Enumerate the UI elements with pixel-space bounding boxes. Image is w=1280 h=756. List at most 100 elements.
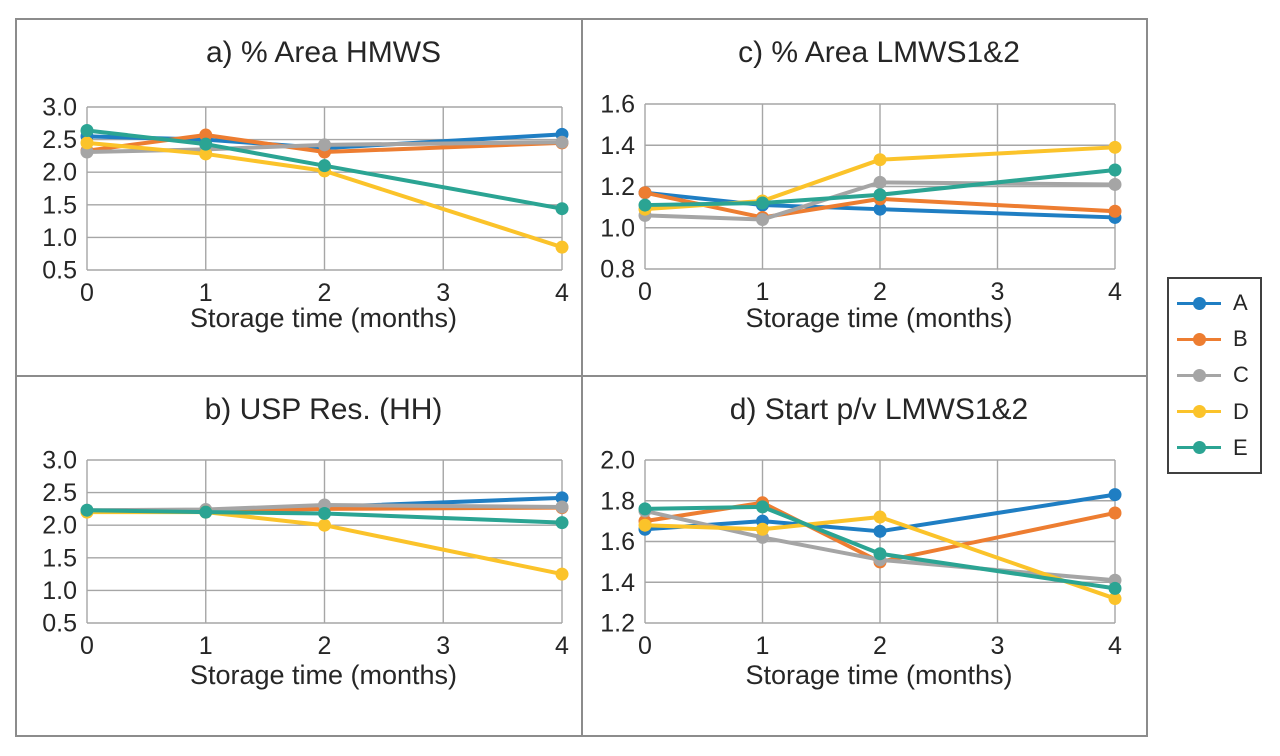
series-D-point <box>199 147 213 161</box>
series-D-point <box>638 518 652 532</box>
series-B-line <box>85 133 564 154</box>
legend-item-E: E <box>1177 435 1252 461</box>
panel-a-x-axis-title: Storage time (months) <box>189 303 458 333</box>
series-B-point <box>1108 204 1122 218</box>
series-E-point <box>199 137 213 151</box>
legend-item-D: D <box>1177 399 1252 425</box>
panel-d-x-axis-title: Storage time (months) <box>745 660 1013 690</box>
legend-label: A <box>1233 290 1248 316</box>
x-tick-label: 0 <box>638 278 652 306</box>
series-E-point <box>873 547 887 561</box>
series-D-point <box>318 518 331 532</box>
x-tick-label: 4 <box>1108 632 1122 660</box>
series-C-point <box>80 145 94 159</box>
series-E-point <box>638 198 652 212</box>
series-B-point <box>1108 506 1122 520</box>
legend-marker-icon <box>1177 332 1221 346</box>
series-A-point <box>1108 488 1122 502</box>
series-D-point <box>1108 140 1122 154</box>
y-tick-label: 1.0 <box>42 224 77 252</box>
gridlines <box>86 459 563 624</box>
x-tick-label: 1 <box>199 279 213 307</box>
series-E-markers <box>638 163 1122 212</box>
series-B-point <box>199 128 213 142</box>
series-D-point <box>873 510 887 524</box>
series-E-point <box>1108 163 1122 177</box>
legend-marker-icon <box>1177 296 1221 310</box>
panel-a-area-hmws: a) % Area HMWS 3.0 2.5 2.0 1.5 1.0 0.5 0 1 2 3 4 S… <box>17 20 583 377</box>
y-tick-label: 1.4 <box>600 132 635 160</box>
panel-d-chart: 2.0 1.8 1.6 1.4 1.20 1 2 3 4 <box>600 447 1122 661</box>
series-A-point <box>555 491 569 505</box>
y-tick-label: 2.5 <box>42 479 77 507</box>
y-tick-label: 1.0 <box>600 214 635 242</box>
series-E-point <box>555 202 569 216</box>
y-tick-label: 2.5 <box>42 126 77 154</box>
y-tick-label: 1.2 <box>600 610 635 638</box>
x-tick-label: 3 <box>436 632 450 660</box>
legend-marker-icon <box>1177 405 1221 419</box>
series-E-point <box>318 159 331 173</box>
series-D-point <box>555 567 569 581</box>
series-D-markers <box>638 510 1122 606</box>
gridlines <box>644 459 1116 624</box>
series-C-point <box>1108 177 1122 191</box>
panel-d-title: d) Start p/v LMWS1&2 <box>729 393 1029 426</box>
y-tick-label: 2.0 <box>42 512 77 540</box>
series-E-point <box>1108 581 1122 595</box>
series-E-markers <box>80 123 569 216</box>
x-tick-label: 2 <box>873 278 887 306</box>
series-A-point <box>873 524 887 538</box>
y-tick-label: 1.6 <box>600 528 635 556</box>
series-E-point <box>756 196 769 210</box>
legend-label: C <box>1233 362 1249 388</box>
series-E-point <box>873 188 887 202</box>
series-C-point <box>756 213 769 226</box>
series-D-point <box>80 136 94 150</box>
series-E-line <box>85 128 564 211</box>
legend-label: E <box>1233 434 1248 460</box>
series-D-point <box>873 153 887 167</box>
x-tick-label: 1 <box>756 632 770 660</box>
panel-c-x-axis-title: Storage time (months) <box>745 303 1013 333</box>
y-tick-label: 3.0 <box>42 447 77 475</box>
x-tick-label: 3 <box>991 278 1005 306</box>
series-A-point <box>873 202 887 216</box>
panel-c-chart: 1.6 1.4 1.2 1.0 0.80 1 2 3 4 <box>600 91 1122 307</box>
series-C-point <box>555 135 569 149</box>
panel-b-chart: 3.0 2.5 2.0 1.5 1.0 0.50 1 2 3 4 <box>42 447 569 661</box>
series-E-point <box>756 500 769 514</box>
gridlines <box>86 106 563 271</box>
x-tick-label: 4 <box>555 279 569 307</box>
series-E-markers <box>638 500 1122 595</box>
legend-marker-icon <box>1177 368 1221 382</box>
x-tick-label: 3 <box>436 279 450 307</box>
y-tick-label: 1.5 <box>42 191 77 219</box>
y-tick-label: 0.5 <box>42 257 77 285</box>
series-C-line <box>85 140 564 154</box>
legend-item-A: A <box>1177 290 1252 316</box>
x-tick-label: 0 <box>80 279 94 307</box>
y-tick-label: 1.8 <box>600 487 635 515</box>
x-tick-label: 3 <box>991 632 1005 660</box>
legend-label: D <box>1233 398 1249 424</box>
panel-a-chart: 3.0 2.5 2.0 1.5 1.0 0.50 1 2 3 4 <box>42 94 569 308</box>
y-tick-label: 1.2 <box>600 173 635 201</box>
series-E-markers <box>80 503 569 530</box>
y-tick-label: 0.8 <box>600 256 635 284</box>
legend-item-C: C <box>1177 362 1252 388</box>
panel-d-start-pv: d) Start p/v LMWS1&2 2.0 1.8 1.6 1.4 1.2 0 1 2 3… <box>583 377 1146 735</box>
series-E-line <box>643 504 1117 591</box>
chart-grid: a) % Area HMWS 3.0 2.5 2.0 1.5 1.0 0.5 0 1 2 3 4 S… <box>15 18 1148 737</box>
series-E-line <box>85 508 564 525</box>
panel-b-usp-res: b) USP Res. (HH) 3.0 2.5 2.0 1.5 1.0 0.5 0 1 2 3 4… <box>17 377 583 735</box>
series-C-point <box>555 500 569 514</box>
legend-label: B <box>1233 326 1248 352</box>
y-tick-label: 0.5 <box>42 610 77 638</box>
x-tick-label: 4 <box>555 632 569 660</box>
x-tick-label: 2 <box>318 632 332 660</box>
panel-c-area-lmws: c) % Area LMWS1&2 1.6 1.4 1.2 1.0 0.8 0 1 2 3 4 S… <box>583 20 1146 377</box>
series-D-line <box>643 515 1117 601</box>
